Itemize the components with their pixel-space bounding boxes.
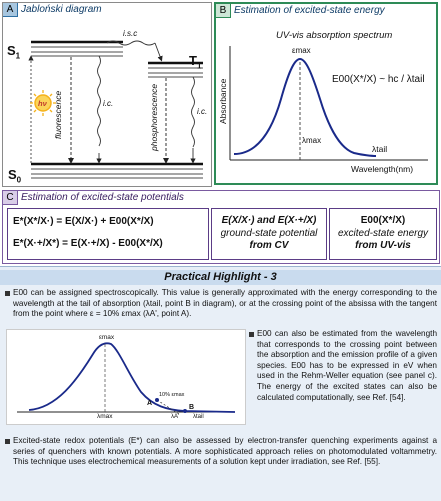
lambda-tail-label: λtail [372, 144, 388, 154]
mini-pct: 10% εmax [159, 392, 185, 398]
bullet-2 [249, 332, 254, 337]
panel-b-label: B [216, 4, 231, 18]
panel-a-title: Jabloński diagram [21, 4, 102, 15]
s0-label: S0 [8, 167, 22, 185]
highlight-para-3: Excited-state redox potentials (E*) can … [13, 436, 437, 467]
bullet-1 [5, 291, 10, 296]
uvvis-subtitle: UV-vis absorption spectrum [276, 30, 393, 41]
fluorescence-text: fluorescence [53, 90, 63, 139]
equation-1: E*(X*/X·) = E(X/X·) + E00(X*/X) [13, 216, 154, 227]
mini-la: λA' [171, 414, 180, 420]
ic-right-label: i.c. [197, 107, 208, 116]
mini-point-b: B [189, 404, 195, 411]
excited-energy-box: E00(X*/X) excited-state energy from UV-v… [329, 208, 437, 260]
panel-c-title: Estimation of excited-state potentials [21, 192, 184, 203]
panel-excited-energy: B Estimation of excited-state energy UV-… [214, 2, 438, 185]
jablonski-diagram [28, 40, 203, 179]
panel-a-label: A [3, 3, 18, 17]
s1-label: S1 [7, 43, 21, 61]
lambda-max-label: λmax [302, 136, 322, 145]
excited-energy-line1: E00(X*/X) [360, 215, 406, 226]
practical-highlight: Practical Highlight - 3 E00 can be assig… [0, 266, 441, 501]
highlight-para-1: E00 can be assigned spectroscopically. T… [13, 288, 437, 319]
ground-state-line1: E(X/X·) and E(X·+/X) [221, 215, 317, 226]
hv-label: hν [38, 99, 47, 108]
highlight-para-2: E00 can also be estimated from the wavel… [257, 329, 437, 402]
ground-state-box: E(X/X·) and E(X·+/X) ground-state potent… [211, 208, 327, 260]
mini-chart-frame: εmax λmax A 10% εmax B λA' λtail [6, 329, 246, 425]
uvvis-spectrum [229, 46, 428, 161]
panel-c-label: C [3, 191, 18, 205]
ground-state-line3: from CV [249, 240, 289, 251]
ground-state-line2: ground-state potential [220, 227, 318, 239]
mini-ltail: λtail [193, 414, 204, 420]
equations-box: E*(X*/X·) = E(X/X·) + E00(X*/X) E*(X·+/X… [7, 208, 209, 260]
point-a-marker [155, 398, 159, 402]
isc-arrow [106, 40, 156, 46]
mini-emax: εmax [99, 334, 115, 341]
panel-excited-potentials: C Estimation of excited-state potentials… [2, 190, 440, 264]
equation-2: E*(X·+/X*) = E(X·+/X) - E00(X*/X) [13, 238, 163, 249]
highlight-title: Practical Highlight - 3 [0, 270, 441, 285]
ic-wavy-right [191, 76, 195, 148]
mini-curve [28, 342, 236, 413]
wavelength-label: Wavelength(nm) [351, 164, 414, 174]
t1-levels [148, 61, 203, 78]
panel-b-title: Estimation of excited-state energy [234, 5, 385, 16]
absorption-curve [233, 57, 377, 157]
panel-jablonski: A Jabloński diagram [2, 2, 212, 187]
ic-wavy-left [97, 55, 101, 147]
mini-absorption-chart [17, 342, 236, 415]
mini-lmax: λmax [97, 413, 113, 420]
ic-left-label: i.c. [103, 99, 114, 108]
absorbance-label: Absorbance [218, 78, 228, 124]
excited-energy-line2: excited-state energy [337, 227, 429, 239]
epsilon-max-label: εmax [292, 46, 311, 55]
s0-levels [31, 162, 203, 179]
bullet-3 [5, 439, 10, 444]
phosphorescence-text: phosphorescence [149, 83, 159, 151]
sun-icon [30, 90, 56, 116]
e00-equation: E00(X*/X) ~ hc / λtail [332, 74, 425, 85]
mini-point-a: A [147, 400, 153, 407]
isc-label: i.s.c [123, 29, 138, 38]
point-b-marker [183, 409, 187, 413]
excited-energy-line3: from UV-vis [355, 240, 411, 251]
s1-levels [31, 40, 123, 57]
t1-label: T1 [189, 53, 202, 71]
